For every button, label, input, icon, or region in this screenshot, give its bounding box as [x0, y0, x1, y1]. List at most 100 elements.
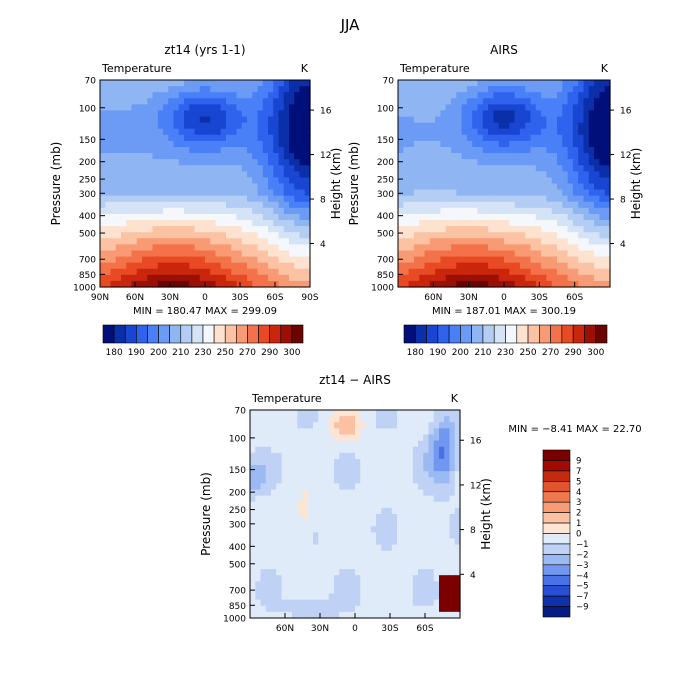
contour-cell	[126, 159, 133, 166]
contour-cell	[247, 256, 253, 264]
contour-cell	[220, 213, 227, 221]
contour-cell	[247, 280, 253, 288]
contour-cell	[403, 207, 410, 215]
contour-cell	[252, 80, 259, 87]
contour-cell	[268, 195, 274, 203]
contour-cell	[262, 244, 269, 252]
contour-cell	[268, 226, 274, 233]
units-label: K	[601, 62, 609, 75]
contour-cell	[519, 177, 526, 185]
contour-cell	[157, 116, 164, 124]
contour-cell	[349, 422, 356, 429]
contour-cell	[398, 268, 404, 276]
contour-cell	[121, 104, 127, 112]
contour-cell	[194, 159, 201, 166]
contour-cell	[157, 189, 164, 197]
contour-cell	[435, 226, 441, 233]
contour-cell	[424, 134, 431, 142]
contour-cell	[100, 213, 106, 221]
colorbar-swatch	[224, 324, 237, 344]
contour-cell	[247, 244, 253, 252]
colorbar-swatch	[542, 606, 571, 618]
contour-cell	[583, 189, 590, 197]
contour-cell	[514, 110, 521, 118]
contour-cell	[482, 165, 489, 172]
contour-cell	[381, 581, 388, 589]
contour-cell	[594, 165, 600, 172]
contour-cell	[557, 268, 563, 276]
contour-cell	[105, 159, 112, 166]
contour-cell	[360, 514, 367, 521]
colorbar-swatch	[180, 324, 193, 344]
contour-cell	[210, 250, 217, 258]
contour-cell	[504, 171, 510, 179]
colorbar-swatch	[493, 324, 506, 344]
contour-cell	[297, 538, 304, 546]
contour-cell	[184, 213, 190, 221]
y-tick-label: 150	[79, 136, 96, 146]
contour-cell	[257, 232, 264, 239]
contour-cell	[466, 195, 473, 203]
contour-cell	[152, 250, 159, 258]
contour-cell	[173, 86, 180, 93]
contour-cell	[265, 422, 272, 429]
contour-cell	[278, 92, 285, 99]
contour-cell	[152, 110, 159, 118]
contour-cell	[268, 104, 274, 112]
contour-cell	[250, 477, 256, 485]
contour-cell	[477, 140, 484, 148]
contour-cell	[289, 256, 295, 264]
contour-cell	[339, 440, 346, 448]
contour-cell	[194, 146, 201, 154]
contour-cell	[318, 544, 325, 552]
contour-cell	[599, 80, 606, 87]
contour-cell	[299, 104, 306, 112]
y-tick-label: 500	[79, 230, 96, 240]
contour-cell	[292, 440, 298, 448]
contour-cell	[530, 232, 537, 239]
contour-cell	[439, 593, 445, 601]
contour-cell	[328, 520, 335, 527]
contour-cell	[115, 262, 122, 270]
colorbar-swatch	[147, 324, 159, 344]
contour-cell	[514, 220, 521, 227]
contour-cell	[241, 213, 248, 221]
contour-cell	[551, 238, 558, 245]
y2-axis-label: Height (km)	[329, 148, 343, 219]
contour-cell	[535, 256, 542, 264]
contour-cell	[514, 195, 521, 203]
contour-cell	[142, 98, 148, 105]
contour-cell	[255, 587, 262, 595]
contour-cell	[449, 514, 456, 521]
contour-cell	[339, 428, 346, 436]
contour-cell	[163, 201, 169, 209]
contour-cell	[344, 599, 351, 607]
contour-cell	[535, 104, 542, 112]
contour-cell	[283, 165, 290, 172]
contour-cell	[349, 569, 356, 576]
contour-cell	[344, 569, 351, 576]
contour-cell	[126, 92, 133, 99]
contour-cell	[323, 446, 330, 454]
contour-cell	[210, 189, 217, 197]
contour-cell	[509, 195, 516, 203]
colorbar-swatch	[280, 324, 293, 344]
contour-cell	[241, 238, 248, 245]
contour-cell	[294, 153, 301, 160]
contour-cell	[557, 98, 563, 105]
contour-cell	[567, 86, 574, 93]
contour-cell	[273, 146, 280, 154]
contour-cell	[257, 92, 264, 99]
contour-cell	[194, 80, 201, 87]
contour-cell	[236, 244, 243, 252]
contour-cell	[199, 159, 206, 166]
contour-cell	[283, 134, 290, 142]
contour-cell	[194, 201, 201, 209]
contour-cell	[413, 262, 420, 270]
contour-cell	[407, 440, 414, 448]
contour-cell	[273, 140, 280, 148]
contour-cell	[419, 110, 426, 118]
contour-cell	[147, 165, 154, 172]
contour-cell	[220, 226, 227, 233]
contour-cell	[355, 428, 361, 436]
